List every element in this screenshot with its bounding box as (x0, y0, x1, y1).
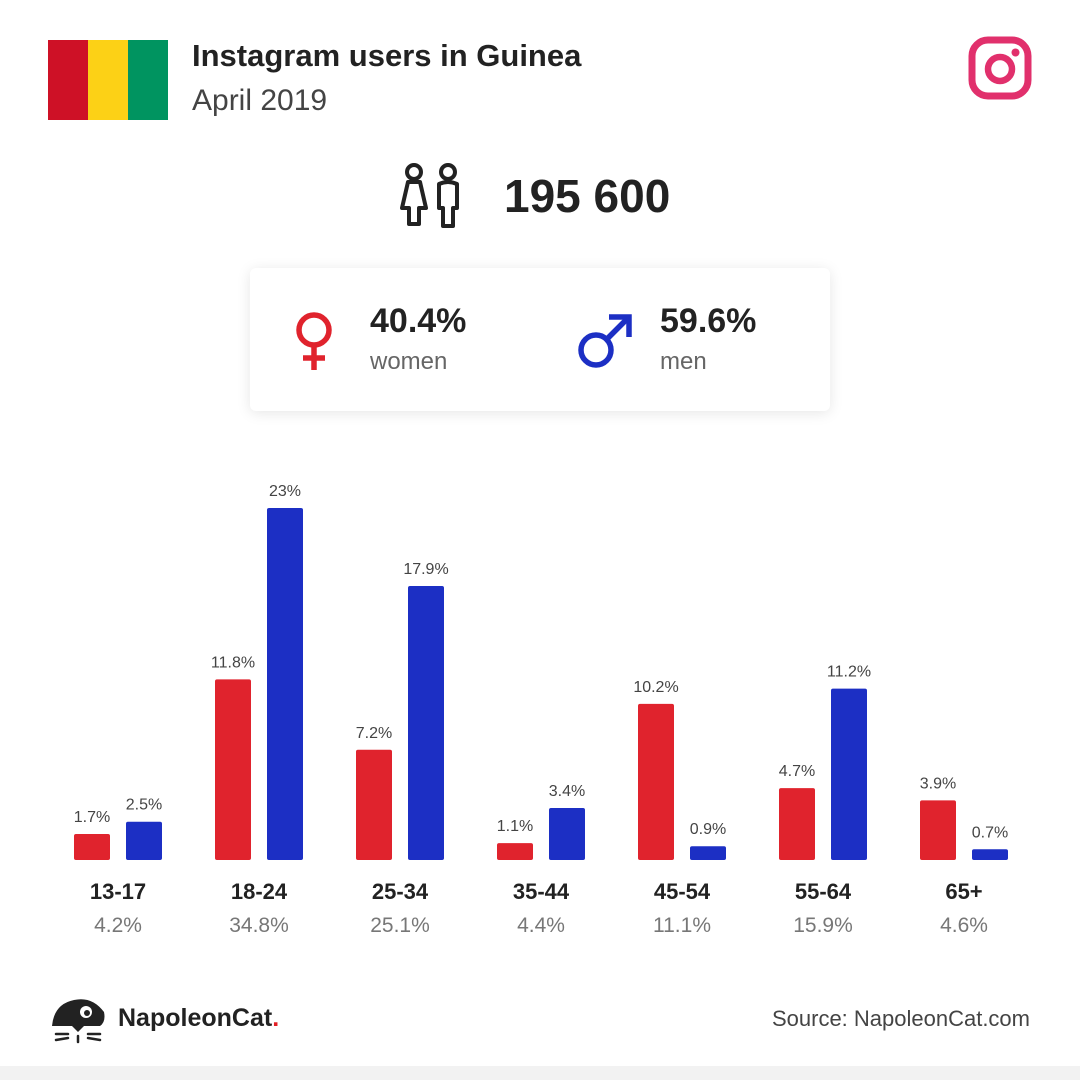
category-label-13-17: 13-17 (90, 879, 146, 904)
category-label-65+: 65+ (945, 879, 982, 904)
category-label-18-24: 18-24 (231, 879, 288, 904)
bar-women-65+ (920, 800, 956, 860)
data-label-women-13-17: 1.7% (74, 809, 110, 826)
bottom-strip (0, 1066, 1080, 1080)
men-stat: 59.6% men (540, 268, 830, 411)
napoleoncat-brand: NapoleonCat. (48, 992, 279, 1044)
category-total-13-17: 4.2% (94, 914, 142, 937)
women-stat: 40.4% women (250, 268, 540, 411)
data-label-men-35-44: 3.4% (549, 783, 585, 800)
bar-women-55-64 (779, 788, 815, 860)
men-percentage: 59.6% (660, 302, 757, 340)
category-total-65+: 4.6% (940, 914, 988, 937)
bar-women-18-24 (215, 679, 251, 860)
guinea-flag (48, 40, 168, 120)
data-label-men-65+: 0.7% (972, 824, 1008, 841)
bar-women-35-44 (497, 843, 533, 860)
flag-stripe-yellow (88, 40, 128, 120)
flag-stripe-red (48, 40, 88, 120)
bar-men-25-34 (408, 586, 444, 860)
instagram-icon (968, 36, 1032, 100)
brand-name: NapoleonCat (118, 1003, 273, 1032)
data-label-men-25-34: 17.9% (403, 561, 448, 578)
female-symbol-icon (296, 312, 332, 370)
data-label-women-55-64: 4.7% (779, 763, 815, 780)
category-label-25-34: 25-34 (372, 879, 429, 904)
data-label-men-55-64: 11.2% (827, 664, 871, 681)
data-label-women-35-44: 1.1% (497, 818, 533, 835)
flag-stripe-green (128, 40, 168, 120)
bar-men-35-44 (549, 807, 585, 860)
male-symbol-icon (578, 314, 632, 368)
category-total-55-64: 15.9% (793, 914, 853, 937)
age-gender-bar-chart: 1.7% 2.5% 13-17 4.2% 11.8% 23% 18-24 34.8% 7.2% 1… (74, 483, 1008, 937)
category-label-35-44: 35-44 (513, 879, 570, 904)
bar-men-45-54 (690, 846, 726, 860)
page-title: Instagram users in Guinea (192, 38, 582, 73)
category-total-45-54: 11.1% (653, 914, 711, 937)
women-label: women (370, 348, 448, 375)
bar-women-25-34 (356, 749, 392, 860)
data-label-women-65+: 3.9% (920, 775, 956, 792)
people-icon (400, 163, 459, 228)
bar-men-13-17 (126, 821, 162, 860)
category-total-18-24: 34.8% (229, 914, 289, 937)
category-total-25-34: 25.1% (370, 914, 430, 937)
data-label-women-45-54: 10.2% (633, 679, 678, 696)
data-label-women-25-34: 7.2% (356, 725, 392, 742)
bar-women-45-54 (638, 703, 674, 860)
bar-men-18-24 (267, 508, 303, 860)
women-percentage: 40.4% (370, 302, 467, 340)
total-users: 195 600 (396, 160, 670, 232)
data-label-men-45-54: 0.9% (690, 821, 726, 838)
source-text: Source: NapoleonCat.com (771, 1006, 1030, 1031)
bar-men-65+ (972, 849, 1008, 860)
brand-dot: . (272, 1003, 280, 1032)
bar-women-13-17 (74, 833, 110, 860)
data-label-men-18-24: 23% (269, 483, 301, 500)
bar-men-55-64 (831, 688, 867, 860)
category-label-55-64: 55-64 (795, 879, 852, 904)
data-label-women-18-24: 11.8% (211, 654, 255, 671)
category-label-45-54: 45-54 (654, 879, 711, 904)
data-label-men-13-17: 2.5% (126, 797, 162, 814)
gender-breakdown-card: 40.4% women 59.6% men (250, 268, 830, 411)
napoleoncat-logo-icon (52, 999, 105, 1044)
category-total-35-44: 4.4% (517, 914, 565, 937)
page-subtitle: April 2019 (192, 84, 328, 117)
total-users-value: 195 600 (504, 170, 671, 222)
men-label: men (660, 348, 707, 375)
